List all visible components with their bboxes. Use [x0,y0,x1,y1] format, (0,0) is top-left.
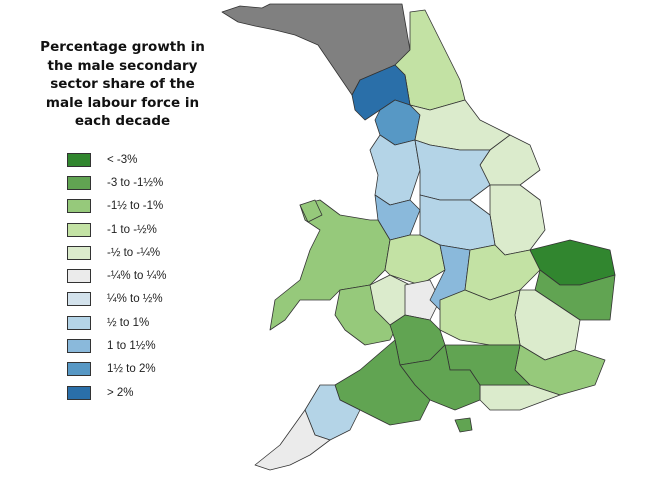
legend-item: 1 to 1½% [67,334,166,357]
county-region [369,134,421,206]
legend-swatch [67,269,91,284]
legend-item: -½ to -¼% [67,241,166,264]
legend-item: ½ to 1% [67,311,166,334]
legend-item: -1 to -½% [67,218,166,241]
legend-item: 1½ to 2% [67,358,166,381]
county-region [489,184,546,256]
legend-swatch [67,245,91,260]
legend-label: -½ to -¼% [107,246,161,259]
legend-label: -¼% to ¼% [107,270,167,283]
legend-item: -1½ to -1% [67,195,166,218]
legend-swatch [67,222,91,237]
legend-swatch [67,339,91,354]
county-region [454,417,473,433]
legend-swatch [67,362,91,377]
legend-label: ¼% to ½% [107,293,163,306]
legend-title: Percentage growth in the male secondary … [40,39,205,129]
legend-label: -1½ to -1% [107,200,164,213]
legend-label: 1 to 1½% [107,340,156,353]
legend-label: -1 to -½% [107,223,157,236]
legend-label: 1½ to 2% [107,363,156,376]
legend-swatch [67,199,91,214]
legend-swatch [67,315,91,330]
legend-swatch [67,175,91,190]
county-region [439,289,521,346]
legend-item: -¼% to ¼% [67,264,166,287]
legend-label: > 2% [107,386,134,399]
legend-item: -3 to -1½% [67,171,166,194]
legend: < -3% -3 to -1½% -1½ to -1% -1 to -½% -½ to … [67,148,166,404]
legend-label: < -3% [107,153,138,166]
legend-swatch [67,385,91,400]
legend-swatch [67,292,91,307]
legend-item: ¼% to ½% [67,288,166,311]
legend-item: < -3% [67,148,166,171]
county-region [299,199,323,223]
legend-item: > 2% [67,381,166,404]
legend-label: ½ to 1% [107,316,150,329]
legend-label: -3 to -1½% [107,176,164,189]
county-region [254,409,331,471]
legend-swatch [67,152,91,167]
county-region [269,199,391,331]
county-region [404,279,441,321]
